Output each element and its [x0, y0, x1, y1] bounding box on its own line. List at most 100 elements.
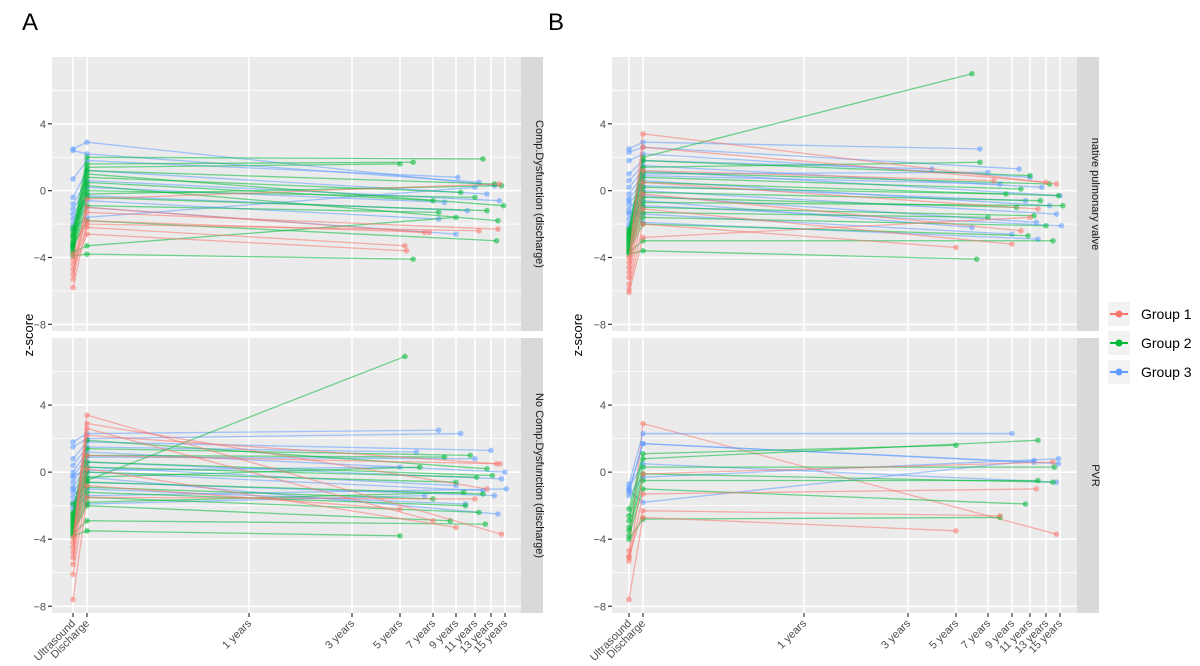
discharge-point	[84, 425, 90, 432]
followup-point	[1035, 437, 1041, 444]
facet-strip	[1077, 338, 1099, 613]
ultrasound-point	[70, 494, 76, 501]
followup-point	[484, 465, 490, 472]
ultrasound-point	[70, 201, 76, 207]
followup-point	[1055, 455, 1062, 462]
followup-point	[472, 496, 478, 502]
discharge-point	[84, 251, 90, 257]
followup-point	[1050, 459, 1056, 465]
discharge-point	[640, 455, 646, 462]
ultrasound-point	[626, 553, 632, 559]
followup-point	[441, 454, 448, 460]
followup-point	[421, 229, 428, 236]
followup-point	[1009, 241, 1015, 247]
ultrasound-point	[70, 596, 76, 603]
followup-point	[1039, 184, 1045, 191]
x-tick-label: 5 years	[927, 617, 961, 651]
followup-point	[1018, 227, 1024, 234]
followup-point	[1022, 501, 1029, 507]
discharge-point	[84, 412, 90, 418]
followup-point	[1018, 186, 1024, 192]
legend: Group 1 Group 2 Group 3	[1108, 302, 1192, 384]
discharge-point	[640, 144, 646, 151]
followup-point	[435, 427, 442, 434]
discharge-point	[84, 528, 90, 534]
followup-point	[1035, 477, 1041, 484]
y-tick-label: 0	[600, 467, 606, 479]
followup-point	[455, 174, 461, 181]
followup-point	[430, 197, 436, 204]
discharge-point	[640, 471, 646, 477]
ultrasound-point	[70, 224, 76, 231]
ultrasound-point	[70, 462, 76, 469]
followup-point	[484, 191, 490, 197]
followup-point	[489, 472, 496, 479]
followup-point	[402, 242, 408, 249]
followup-point	[472, 194, 478, 201]
followup-point	[457, 189, 464, 196]
followup-point	[503, 486, 510, 492]
ultrasound-point	[626, 197, 632, 204]
followup-point	[410, 256, 417, 262]
ultrasound-point	[626, 149, 632, 156]
followup-point	[1043, 179, 1049, 186]
followup-point	[1053, 211, 1060, 217]
followup-point	[500, 202, 507, 209]
followup-point	[495, 226, 501, 232]
followup-point	[453, 214, 459, 221]
x-tick-label: 5 years	[371, 617, 405, 651]
discharge-point	[640, 491, 646, 497]
y-tick-label: 0	[40, 186, 46, 198]
discharge-point	[84, 139, 90, 146]
y-tick-label: 4	[600, 119, 606, 131]
legend-key-dot	[1115, 310, 1123, 318]
followup-point	[1016, 166, 1022, 172]
discharge-point	[84, 432, 90, 439]
ultrasound-point	[626, 157, 632, 164]
ultrasound-point	[70, 176, 76, 182]
followup-point	[1031, 457, 1037, 464]
ultrasound-point	[626, 171, 632, 177]
followup-point	[484, 486, 490, 492]
data-layer	[70, 139, 507, 291]
discharge-point	[640, 174, 646, 181]
discharge-point	[640, 221, 646, 227]
discharge-point	[84, 221, 90, 227]
ultrasound-point	[70, 479, 76, 486]
ultrasound-point	[70, 455, 76, 462]
panel-tag-a: A	[22, 9, 38, 36]
followup-point	[969, 70, 975, 77]
followup-point	[462, 502, 469, 509]
y-tick-label: −4	[593, 534, 606, 546]
followup-point	[497, 460, 503, 467]
legend-label: Group 2	[1141, 335, 1192, 351]
followup-point	[397, 161, 403, 167]
panel-tag-b: B	[548, 9, 564, 36]
followup-point	[1025, 232, 1031, 239]
discharge-point	[84, 242, 90, 249]
followup-point	[1009, 430, 1015, 437]
followup-point	[495, 217, 501, 224]
facet-strip	[521, 57, 543, 331]
ultrasound-point	[626, 209, 632, 216]
followup-point	[1003, 191, 1009, 197]
facet-panel: −8 −4 0 4 PVR	[593, 338, 1101, 613]
followup-point	[1009, 231, 1015, 237]
followup-point	[493, 237, 500, 244]
ultrasound-point	[70, 472, 76, 479]
followup-point	[985, 214, 991, 221]
discharge-point	[84, 196, 90, 202]
facet-strip-label: PVR	[1089, 464, 1101, 487]
ultrasound-point	[70, 486, 76, 492]
facet-strip-label: Comp.Dysfunction (discharge)	[533, 120, 545, 268]
discharge-point	[640, 179, 646, 186]
followup-point	[1060, 202, 1066, 209]
ultrasound-point	[626, 492, 632, 499]
followup-point	[397, 506, 403, 512]
ultrasound-point	[70, 571, 76, 578]
followup-point	[953, 442, 959, 449]
discharge-point	[640, 420, 646, 427]
followup-point	[496, 181, 503, 187]
followup-point	[426, 229, 433, 236]
